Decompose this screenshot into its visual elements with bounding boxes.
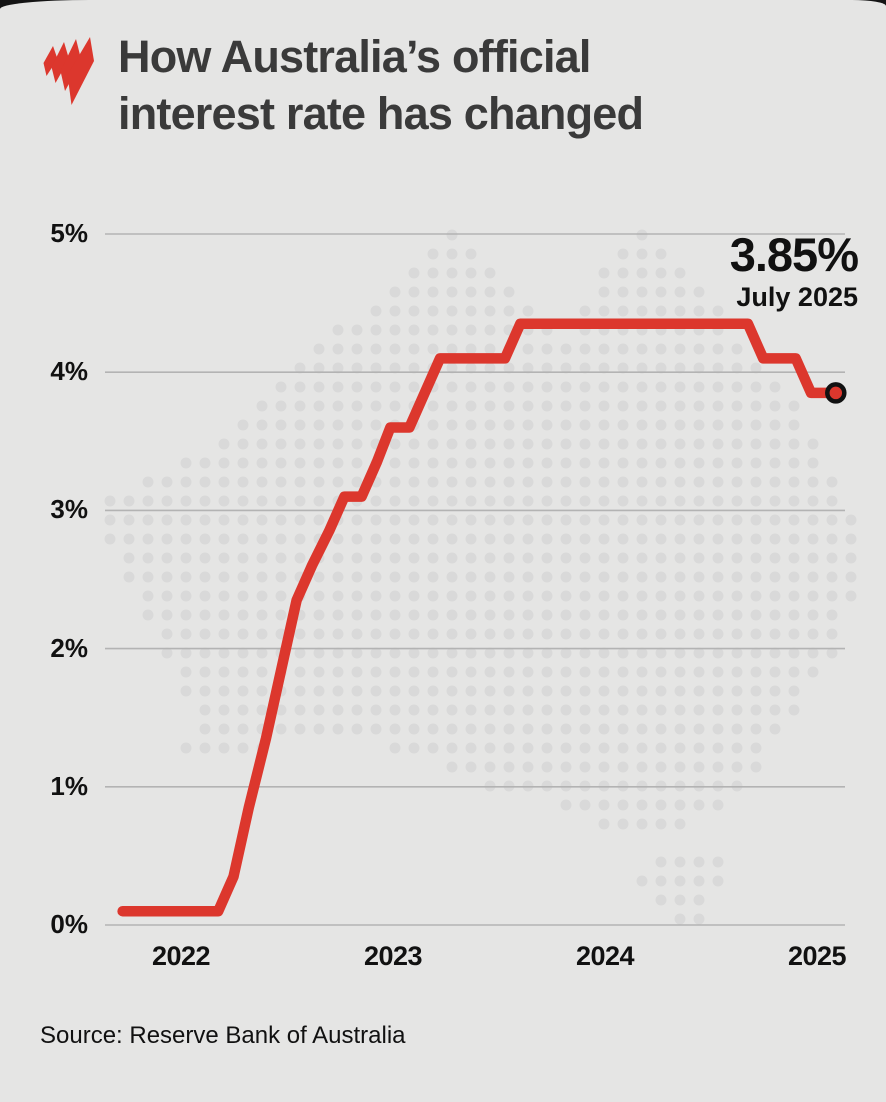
- y-axis-label-1%: 1%: [50, 770, 88, 801]
- gridlines: [105, 233, 845, 926]
- australia-dot-map: [104, 229, 857, 925]
- current-rate-marker: [825, 382, 847, 404]
- y-axis-label-2%: 2%: [50, 632, 88, 663]
- sbs-logo-icon: [43, 37, 94, 105]
- current-rate-annotation: 3.85% July 2025: [729, 228, 859, 312]
- current-rate-date: July 2025: [736, 282, 858, 312]
- x-axis-label-2022: 2022: [151, 941, 211, 971]
- x-axis-label-2025: 2025: [787, 941, 847, 971]
- page-title-line2: interest rate has changed: [118, 88, 644, 139]
- y-axis-label-0%: 0%: [50, 909, 88, 939]
- x-axis-label-2024: 2024: [575, 941, 635, 971]
- rate-line: [117, 318, 842, 917]
- source-note: Source: Reserve Bank of Australia: [40, 1022, 406, 1049]
- y-axis-label-5%: 5%: [50, 218, 88, 248]
- page-title-line1: How Australia’s official: [118, 31, 591, 82]
- page-title: How Australia’s official interest rate h…: [118, 28, 838, 142]
- current-rate-value: 3.85%: [729, 228, 859, 281]
- x-axis-label-2023: 2023: [363, 941, 423, 971]
- y-axis-label-4%: 4%: [50, 356, 88, 387]
- y-axis-label-3%: 3%: [50, 494, 88, 525]
